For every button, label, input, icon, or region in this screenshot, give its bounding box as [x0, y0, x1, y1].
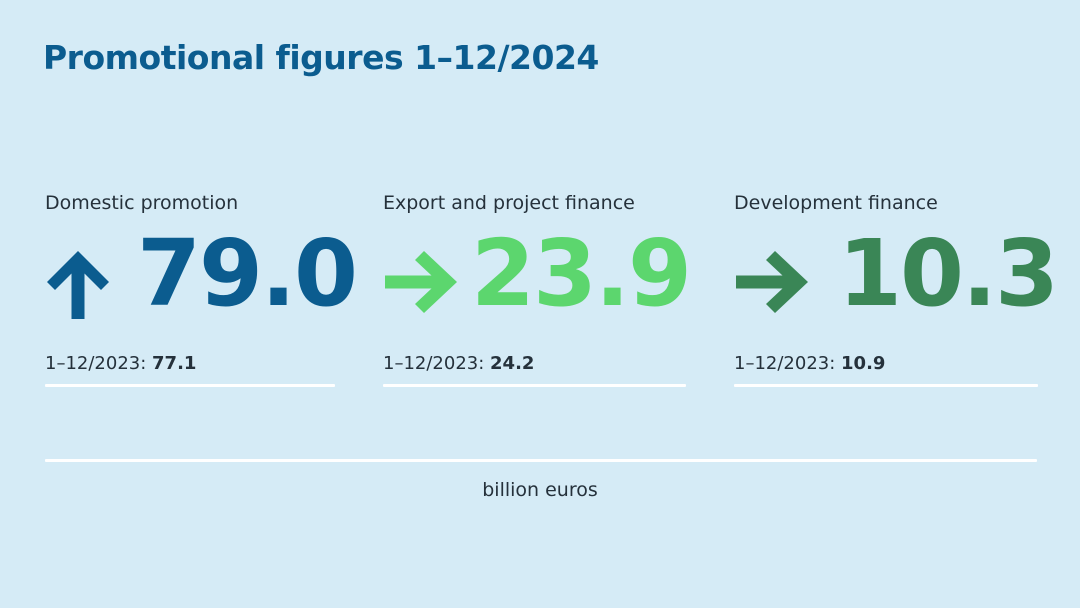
- divider: [45, 459, 1037, 462]
- divider: [45, 384, 335, 387]
- previous-period: 1–12/2023: 77.1: [45, 353, 335, 374]
- previous-period: 1–12/2023: 24.2: [383, 353, 686, 374]
- previous-value: 10.9: [841, 353, 886, 374]
- metric-value-row: 10.3: [734, 220, 1059, 333]
- metric-label: Development finance: [734, 192, 938, 214]
- previous-value: 24.2: [490, 353, 535, 374]
- divider: [383, 384, 686, 387]
- arrow-right-icon: [385, 251, 457, 313]
- metric-domestic-promotion: Domestic promotion 79.0 1–12/2023: 77.1: [45, 192, 358, 374]
- metric-development-finance: Development finance 10.3 1–12/2023: 10.9: [734, 192, 1059, 374]
- divider: [734, 384, 1038, 387]
- page-title: Promotional figures 1–12/2024: [43, 38, 599, 77]
- metric-value: 23.9: [471, 220, 692, 327]
- previous-period-label: 1–12/2023:: [383, 353, 491, 374]
- previous-period-label: 1–12/2023:: [734, 353, 842, 374]
- metric-value: 79.0: [137, 220, 358, 327]
- unit-label: billion euros: [482, 479, 598, 501]
- metric-value-row: 23.9: [383, 220, 692, 333]
- metric-export-project-finance: Export and project finance 23.9 1–12/202…: [383, 192, 692, 374]
- metric-value: 10.3: [838, 220, 1059, 327]
- previous-value: 77.1: [152, 353, 197, 374]
- previous-period-label: 1–12/2023:: [45, 353, 153, 374]
- metric-label: Export and project finance: [383, 192, 635, 214]
- previous-period: 1–12/2023: 10.9: [734, 353, 1038, 374]
- metric-label: Domestic promotion: [45, 192, 239, 214]
- metric-value-row: 79.0: [45, 220, 358, 333]
- arrow-up-icon: [47, 251, 109, 319]
- arrow-right-icon: [736, 251, 808, 313]
